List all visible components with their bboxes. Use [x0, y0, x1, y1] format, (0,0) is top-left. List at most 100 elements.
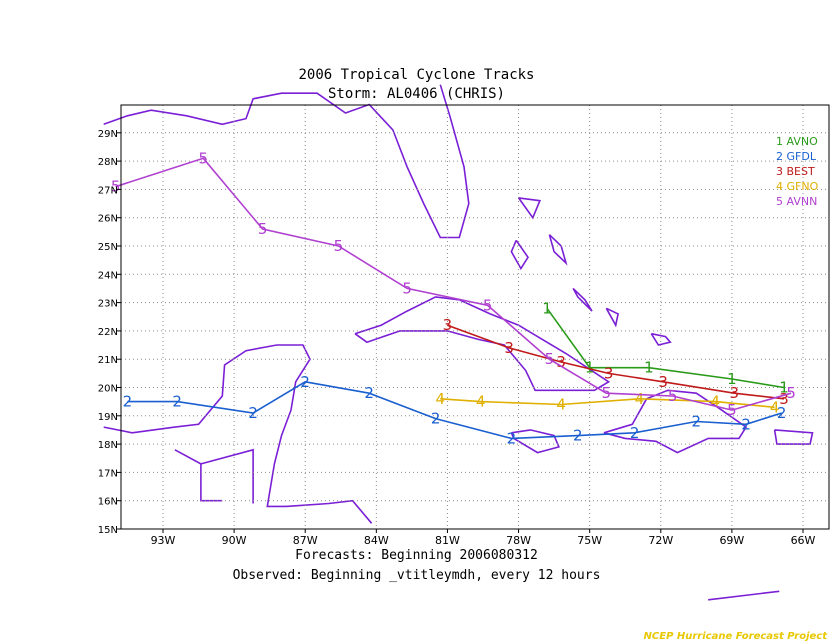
track-point-marker: 5 [258, 220, 268, 238]
land-outline [174, 449, 223, 502]
legend-number: 3 [776, 165, 787, 178]
track-point-marker: 5 [602, 384, 612, 402]
track-point-marker: 1 [727, 370, 737, 388]
track-point-marker: 5 [402, 279, 412, 297]
observed-start-text: Observed: Beginning _vtitleymdh, every 1… [232, 568, 601, 583]
legend-number: 1 [776, 135, 787, 148]
land-outline [200, 448, 254, 504]
land-outlines [103, 84, 814, 601]
lat-tick-label: 16N [98, 497, 118, 508]
lat-tick-label: 15N [98, 525, 118, 536]
track-point-marker: 5 [199, 149, 209, 167]
track-point-marker: 5 [545, 350, 555, 368]
track-line [440, 397, 775, 409]
track-point-marker: 2 [123, 393, 133, 411]
lat-tick-label: 18N [98, 440, 118, 451]
track-point-marker: 2 [507, 429, 517, 447]
track-point-marker: 2 [431, 410, 441, 428]
land-outline [510, 239, 529, 271]
lon-tick-label: 87W [293, 534, 318, 547]
legend-entry-gfno: 4 GFNO [776, 179, 818, 194]
track-point-marker: 3 [556, 353, 566, 371]
lat-tick-label: 29N [98, 129, 118, 140]
track-point-marker: 3 [730, 384, 740, 402]
track-point-marker: 5 [334, 237, 344, 255]
track-point-marker: 2 [172, 393, 182, 411]
legend-model-name: AVNO [786, 135, 818, 148]
legend-entry-best: 3 BEST [776, 164, 818, 179]
lon-tick-label: 84W [364, 534, 389, 547]
land-outline [103, 344, 373, 524]
legend-model-name: AVNN [786, 195, 818, 208]
lon-tick-label: 93W [151, 534, 176, 547]
land-outline [650, 332, 672, 346]
track-line [447, 324, 785, 400]
land-outline [708, 590, 780, 601]
land-outline [605, 307, 620, 328]
land-outline [773, 429, 814, 445]
graticule [121, 105, 829, 529]
legend-entry-avno: 1 AVNO [776, 134, 818, 149]
lat-tick-label: 21N [98, 355, 118, 366]
track-point-marker: 2 [573, 427, 583, 445]
track-point-marker: 3 [504, 339, 514, 357]
lat-tick-label: 27N [98, 185, 118, 196]
track-avnn: 5 5 5 5 5 5 5 5 5 5 5 [111, 149, 796, 419]
legend-model-name: GFDL [786, 150, 816, 163]
track-point-marker: 3 [443, 316, 453, 334]
track-point-marker: 2 [741, 415, 751, 433]
lon-tick-label: 69W [719, 534, 744, 547]
track-avno: 1 1 1 1 1 [542, 299, 789, 396]
legend-number: 4 [776, 180, 787, 193]
track-point-marker: 1 [585, 359, 595, 377]
land-outline [548, 234, 568, 266]
land-outline [354, 296, 611, 392]
track-point-marker: 3 [658, 373, 668, 391]
track-point-marker: 1 [644, 359, 654, 377]
track-point-marker: 4 [711, 393, 721, 411]
land-outline [103, 84, 470, 239]
track-point-marker: 1 [779, 379, 789, 397]
track-point-marker: 4 [770, 398, 780, 416]
track-line [546, 307, 785, 389]
track-point-marker: 2 [692, 413, 702, 431]
chart-title: 2006 Tropical Cyclone Tracks [298, 67, 535, 83]
lat-tick-label: 28N [98, 157, 118, 168]
track-point-marker: 4 [556, 396, 566, 414]
track-point-marker: 3 [779, 390, 789, 408]
lon-tick-label: 78W [506, 534, 531, 547]
lat-tick-label: 17N [98, 468, 118, 479]
track-point-marker: 2 [777, 404, 787, 422]
track-point-marker: 5 [668, 387, 678, 405]
legend-entry-gfdl: 2 GFDL [776, 149, 818, 164]
legend: 1 AVNO 2 GFDL 3 BEST 4 GFNO 5 AVNN [776, 134, 818, 209]
axis-labels: 93W 90W 87W 84W 81W 78W 75W 72W 69W 66W 15N 16N 17N 1… [98, 129, 816, 547]
track-best: 3 3 3 3 3 3 3 [443, 316, 789, 408]
track-gfdl: 2 2 2 2 2 2 2 2 2 2 2 2 [123, 373, 787, 448]
chart-subtitle: Storm: AL0406 (CHRIS) [327, 86, 505, 102]
legend-model-name: GFNO [786, 180, 819, 193]
track-point-marker: 2 [300, 373, 310, 391]
lon-tick-label: 72W [648, 534, 673, 547]
map-frame [120, 104, 830, 530]
track-point-marker: 1 [542, 299, 552, 317]
lon-tick-label: 90W [222, 534, 247, 547]
track-point-marker: 5 [727, 401, 737, 419]
lat-tick-label: 23N [98, 299, 118, 310]
lon-tick-label: 66W [791, 534, 816, 547]
track-line [127, 380, 782, 440]
track-point-marker: 2 [364, 384, 374, 402]
credit-text: NCEP Hurricane Forecast Project [643, 631, 827, 642]
track-point-marker: 4 [436, 390, 446, 408]
track-point-marker: 2 [630, 424, 640, 442]
track-point-marker: 4 [635, 390, 645, 408]
lat-tick-label: 26N [98, 214, 118, 225]
lat-tick-label: 22N [98, 327, 118, 338]
track-point-marker: 5 [483, 296, 493, 314]
legend-entry-avnn: 5 AVNN [776, 194, 818, 209]
track-point-marker: 4 [476, 393, 486, 411]
lat-tick-label: 25N [98, 242, 118, 253]
